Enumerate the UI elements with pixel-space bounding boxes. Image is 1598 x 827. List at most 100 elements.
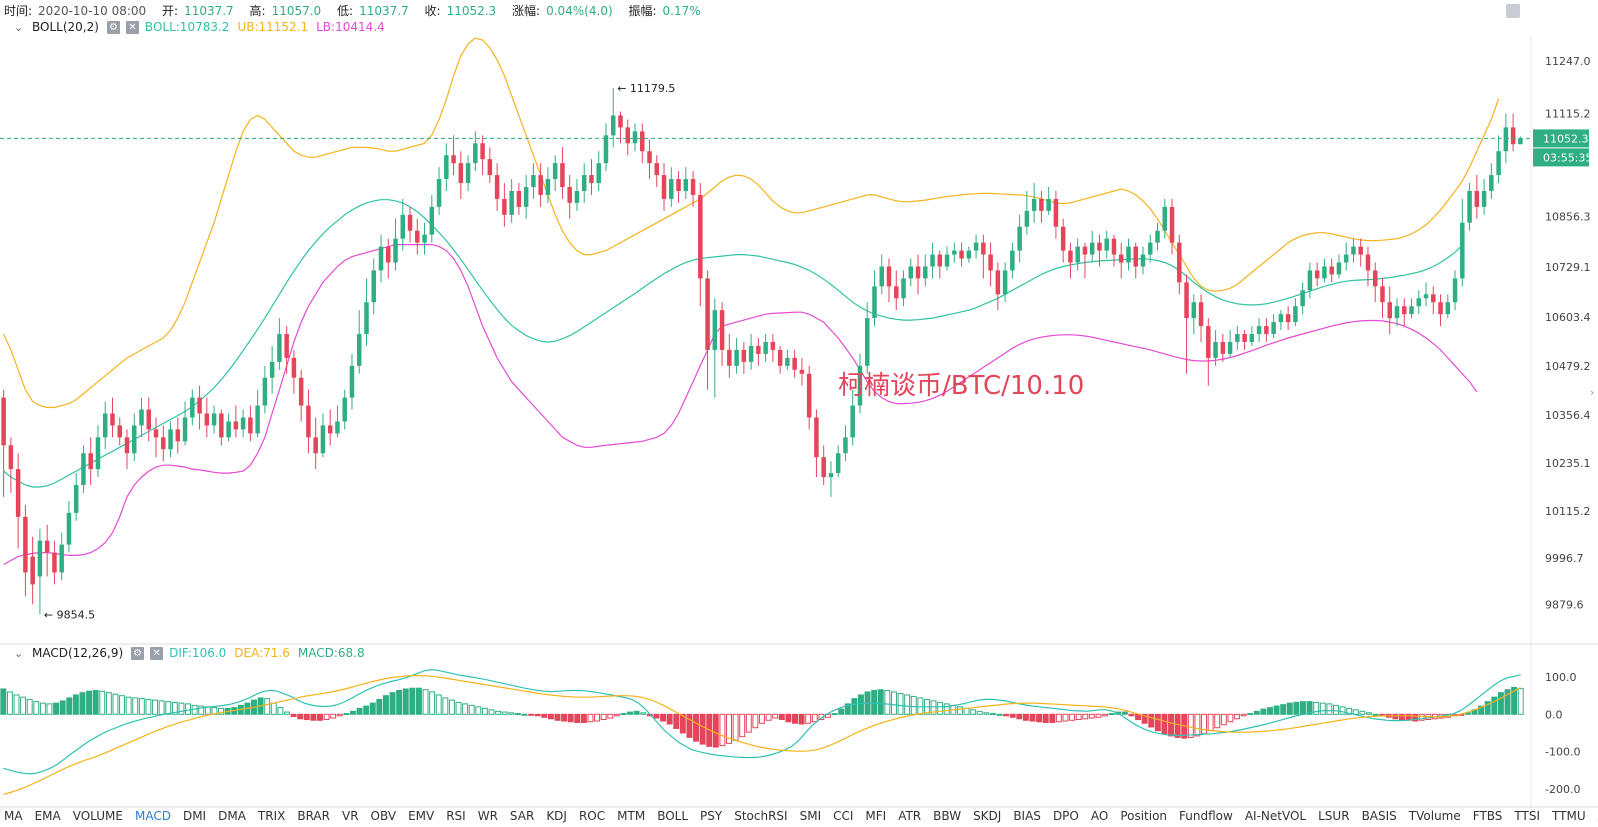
- indicator-tab-kdj[interactable]: KDJ: [546, 809, 567, 823]
- candle-body: [1460, 222, 1465, 279]
- candle-body: [494, 175, 500, 199]
- indicator-tab-trix[interactable]: TRIX: [257, 809, 286, 823]
- macd-histogram-bar: [613, 713, 620, 717]
- indicator-tab-rsi[interactable]: RSI: [446, 809, 466, 823]
- indicator-tab-ftbs[interactable]: FTBS: [1472, 809, 1503, 823]
- macd-histogram-bar: [1009, 713, 1016, 718]
- indicator-tab-ema[interactable]: EMA: [34, 809, 61, 823]
- macd-histogram-bar: [369, 702, 376, 715]
- ohlc-header: 时间: 2020-10-10 08:00 开: 11037.7 高: 11057.0 …: [4, 2, 713, 20]
- candle-body: [531, 175, 536, 187]
- indicator-tab-wr[interactable]: WR: [477, 809, 498, 823]
- candle-body: [843, 437, 848, 454]
- macd-tick-label: -200.0: [1545, 783, 1580, 796]
- indicator-tab-dpo[interactable]: DPO: [1052, 809, 1079, 823]
- macd-histogram-bar: [349, 710, 356, 715]
- macd-histogram-bar: [1359, 710, 1366, 715]
- indicator-tab-stochrsi[interactable]: StochRSI: [734, 809, 788, 823]
- candle-body: [712, 310, 718, 350]
- candle-body: [1235, 334, 1240, 342]
- macd-histogram-bar: [633, 710, 640, 715]
- indicator-tab-lsur[interactable]: LSUR: [1318, 809, 1350, 823]
- macd-histogram-bar: [679, 713, 686, 734]
- macd-histogram-bar: [389, 692, 396, 715]
- macd-histogram-bar: [435, 694, 442, 715]
- macd-histogram-bar: [1121, 711, 1128, 715]
- close-icon[interactable]: ✕: [150, 646, 164, 660]
- indicator-tab-sar[interactable]: SAR: [509, 809, 535, 823]
- indicator-tab-bias[interactable]: BIAS: [1013, 809, 1041, 823]
- chart-canvas[interactable]: 11247.0 11115.2 10856.3 10729.1 10603.4 10479…: [0, 0, 1598, 808]
- macd-histogram-bar: [99, 690, 106, 715]
- indicator-tab-boll[interactable]: BOLL: [657, 809, 689, 823]
- indicator-tab-smi[interactable]: SMI: [799, 809, 822, 823]
- indicator-tab-ma[interactable]: MA: [4, 809, 23, 823]
- indicator-tab-mtm[interactable]: MTM: [617, 809, 646, 823]
- macd-histogram-bar: [666, 713, 673, 725]
- indicator-tab-position[interactable]: Position: [1120, 809, 1168, 823]
- candle-body: [1111, 238, 1117, 255]
- candle-body: [37, 540, 43, 577]
- settings-gear-icon[interactable]: ⚙: [106, 20, 120, 34]
- close-value: 11052.3: [446, 4, 497, 18]
- indicator-tab-cci[interactable]: CCI: [833, 809, 854, 823]
- indicator-tab-dma[interactable]: DMA: [218, 809, 246, 823]
- indicator-tab-psy[interactable]: PSY: [700, 809, 723, 823]
- candle-body: [1510, 127, 1516, 145]
- settings-gear-icon[interactable]: ⚙: [131, 646, 145, 660]
- macd-histogram-bar: [138, 698, 145, 715]
- collapse-chevron-icon[interactable]: ⌄: [14, 20, 24, 34]
- candle-body: [1082, 246, 1088, 255]
- indicator-tab-atr[interactable]: ATR: [898, 809, 922, 823]
- macd-histogram-bar: [508, 712, 515, 715]
- candle-body: [552, 163, 558, 180]
- macd-histogram-bar: [956, 706, 963, 715]
- indicator-tab-skdj[interactable]: SKDJ: [973, 809, 1002, 823]
- indicator-tab-obv[interactable]: OBV: [370, 809, 397, 823]
- candle-body: [386, 246, 391, 263]
- scroll-right-icon[interactable]: ›: [1590, 386, 1594, 399]
- macd-name: MACD(12,26,9): [32, 646, 124, 660]
- boll-name: BOLL(20,2): [32, 20, 99, 34]
- indicator-tab-ao[interactable]: AO: [1090, 809, 1109, 823]
- indicator-tab-ai-netvol[interactable]: AI-NetVOL: [1244, 809, 1307, 823]
- macd-histogram-bar: [409, 687, 416, 715]
- indicator-tab-emv[interactable]: EMV: [408, 809, 435, 823]
- candle-body: [1133, 246, 1138, 267]
- indicator-tab-vr[interactable]: VR: [341, 809, 359, 823]
- close-icon[interactable]: ✕: [125, 20, 139, 34]
- macd-histogram-bar: [554, 713, 561, 721]
- candle-body: [66, 512, 72, 545]
- macd-histogram-bar: [1260, 708, 1267, 715]
- macd-histogram-bar: [765, 713, 772, 721]
- last-price-tag: 11052.3: [1543, 132, 1589, 145]
- macd-histogram-bar: [495, 710, 502, 715]
- fullscreen-icon[interactable]: [1506, 4, 1520, 18]
- macd-histogram-bar: [363, 705, 370, 715]
- candle-body: [240, 417, 246, 430]
- macd-histogram-bar: [92, 689, 99, 715]
- indicator-tab-basis[interactable]: BASIS: [1361, 809, 1397, 823]
- indicator-tab-macd[interactable]: MACD: [134, 809, 171, 823]
- indicator-tab-brar[interactable]: BRAR: [297, 809, 330, 823]
- candle-body: [705, 278, 710, 350]
- macd-histogram-bar: [712, 713, 719, 748]
- collapse-chevron-icon[interactable]: ⌄: [14, 646, 24, 660]
- macd-histogram-bar: [1069, 713, 1076, 721]
- candle-body: [1431, 294, 1436, 303]
- indicator-tab-ttsi[interactable]: TTSI: [1514, 809, 1541, 823]
- macd-histogram-bar: [72, 694, 79, 715]
- candle-body: [248, 417, 253, 434]
- macd-histogram-bar: [1088, 713, 1095, 719]
- indicator-tab-fundflow[interactable]: Fundflow: [1179, 809, 1233, 823]
- indicator-tab-tvolume[interactable]: TVolume: [1408, 809, 1461, 823]
- indicator-tab-bbw[interactable]: BBW: [933, 809, 962, 823]
- indicator-tab-mfi[interactable]: MFI: [865, 809, 887, 823]
- indicator-tab-dmi[interactable]: DMI: [182, 809, 207, 823]
- macd-histogram-bar: [752, 713, 759, 729]
- macd-histogram-bar: [686, 713, 693, 738]
- indicator-tab-volume[interactable]: VOLUME: [72, 809, 123, 823]
- candle-body: [1075, 246, 1080, 263]
- indicator-tab-roc[interactable]: ROC: [578, 809, 606, 823]
- indicator-tab-ttmu[interactable]: TTMU: [1552, 809, 1586, 823]
